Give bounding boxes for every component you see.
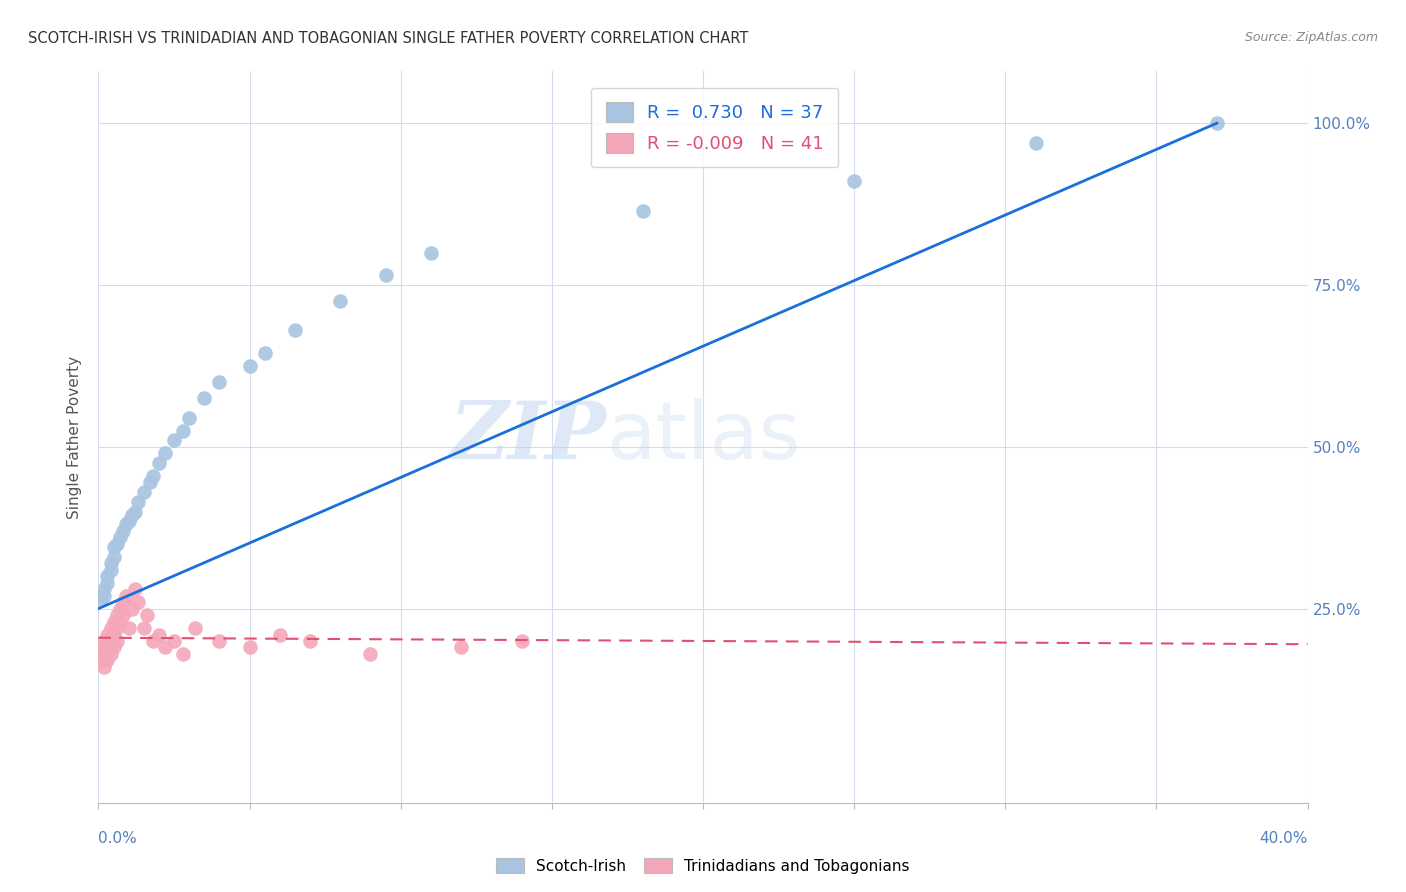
Point xyxy=(163,434,186,448)
Point xyxy=(420,245,443,260)
Point xyxy=(100,647,122,661)
Text: SCOTCH-IRISH VS TRINIDADIAN AND TOBAGONIAN SINGLE FATHER POVERTY CORRELATION CHA: SCOTCH-IRISH VS TRINIDADIAN AND TOBAGONI… xyxy=(28,31,748,46)
Point xyxy=(127,595,149,609)
Point xyxy=(96,653,118,667)
Point xyxy=(163,634,186,648)
Text: 0.0%: 0.0% xyxy=(98,831,138,846)
Point xyxy=(105,608,128,623)
Point xyxy=(93,660,115,674)
Point xyxy=(142,469,165,483)
Point xyxy=(93,647,115,661)
Point xyxy=(90,653,112,667)
Point xyxy=(103,549,125,564)
Legend: Scotch-Irish, Trinidadians and Tobagonians: Scotch-Irish, Trinidadians and Tobagonia… xyxy=(491,852,915,880)
Point xyxy=(100,563,122,577)
Point xyxy=(208,375,231,389)
Point xyxy=(253,346,276,360)
Point xyxy=(153,640,176,655)
Point xyxy=(103,640,125,655)
Point xyxy=(631,203,654,218)
Point xyxy=(148,456,170,470)
Point xyxy=(114,589,136,603)
Point xyxy=(450,640,472,655)
Point xyxy=(284,323,307,337)
Point xyxy=(100,634,122,648)
Point xyxy=(269,627,291,641)
Point xyxy=(1206,116,1229,130)
Point xyxy=(208,634,231,648)
Point xyxy=(179,410,201,425)
Point xyxy=(96,627,118,641)
Text: 40.0%: 40.0% xyxy=(1260,831,1308,846)
Point xyxy=(96,575,118,590)
Point xyxy=(124,504,146,518)
Point xyxy=(118,621,141,635)
Text: ZIP: ZIP xyxy=(450,399,606,475)
Point xyxy=(105,537,128,551)
Point xyxy=(103,627,125,641)
Point xyxy=(374,268,396,283)
Point xyxy=(93,582,115,597)
Point xyxy=(132,621,155,635)
Legend: R =  0.730   N = 37, R = -0.009   N = 41: R = 0.730 N = 37, R = -0.009 N = 41 xyxy=(591,87,838,167)
Point xyxy=(121,601,143,615)
Point xyxy=(90,640,112,655)
Point xyxy=(111,608,134,623)
Point xyxy=(121,508,143,522)
Point xyxy=(172,647,194,661)
Point xyxy=(114,517,136,532)
Point xyxy=(100,557,122,571)
Point xyxy=(103,540,125,554)
Point xyxy=(172,424,194,438)
Point xyxy=(96,569,118,583)
Point xyxy=(111,524,134,538)
Text: Source: ZipAtlas.com: Source: ZipAtlas.com xyxy=(1244,31,1378,45)
Point xyxy=(360,647,382,661)
Point xyxy=(844,174,866,188)
Point xyxy=(108,601,131,615)
Point xyxy=(142,634,165,648)
Point xyxy=(93,634,115,648)
Point xyxy=(148,627,170,641)
Y-axis label: Single Father Poverty: Single Father Poverty xyxy=(67,356,83,518)
Point xyxy=(132,485,155,500)
Point xyxy=(118,514,141,528)
Point xyxy=(105,634,128,648)
Point xyxy=(108,530,131,544)
Point xyxy=(193,391,215,405)
Point xyxy=(93,589,115,603)
Point xyxy=(139,475,162,490)
Point xyxy=(103,615,125,629)
Point xyxy=(135,608,157,623)
Point xyxy=(184,621,207,635)
Point xyxy=(510,634,533,648)
Point xyxy=(111,595,134,609)
Point xyxy=(124,582,146,597)
Point xyxy=(90,591,112,606)
Point xyxy=(105,621,128,635)
Point xyxy=(108,615,131,629)
Point xyxy=(239,640,262,655)
Point xyxy=(299,634,322,648)
Point xyxy=(100,621,122,635)
Point xyxy=(1024,136,1046,150)
Point xyxy=(329,294,352,309)
Point xyxy=(96,640,118,655)
Point xyxy=(153,446,176,460)
Point xyxy=(127,495,149,509)
Text: atlas: atlas xyxy=(606,398,800,476)
Point xyxy=(239,359,262,373)
